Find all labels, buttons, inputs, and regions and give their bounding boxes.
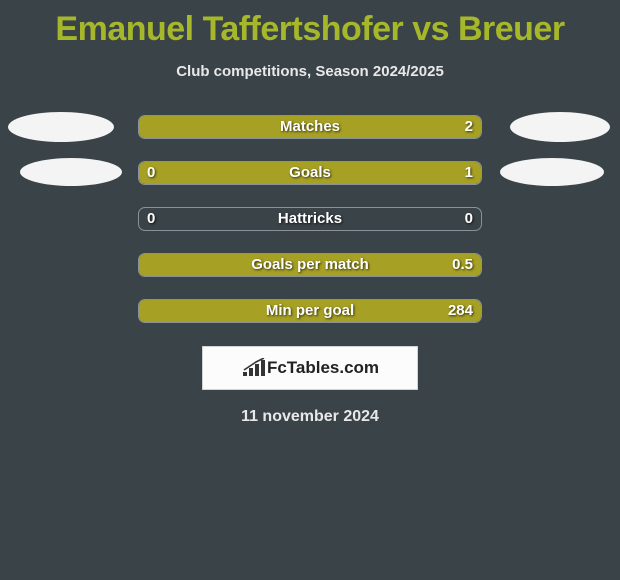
stat-row: Hattricks0 0	[0, 196, 620, 242]
stat-label: Matches	[139, 118, 481, 135]
stat-label: Goals per match	[139, 256, 481, 273]
stat-row: Min per goal284	[0, 288, 620, 334]
stat-value-left: 0	[147, 210, 155, 227]
stat-bar: Min per goal284	[138, 299, 482, 323]
page-title: Emanuel Taffertshofer vs Breuer	[0, 0, 620, 49]
comparison-chart: Matches2Goals01Hattricks00Goals per matc…	[0, 104, 620, 334]
stat-value-right: 0	[465, 210, 473, 227]
stat-label: Min per goal	[139, 302, 481, 319]
stat-bar: Matches2	[138, 115, 482, 139]
logo-icon	[241, 358, 267, 378]
logo-text: FcTables.com	[267, 358, 379, 378]
stat-label: Goals	[139, 164, 481, 181]
stat-value-left: 0	[147, 164, 155, 181]
stat-value-right: 1	[465, 164, 473, 181]
stat-rows: Matches2Goals01Hattricks00Goals per matc…	[0, 104, 620, 334]
stat-value-right: 2	[465, 118, 473, 135]
stat-label: Hattricks	[139, 210, 481, 227]
stat-row: Goals per match0.5	[0, 242, 620, 288]
page-subtitle: Club competitions, Season 2024/2025	[0, 63, 620, 80]
stat-value-right: 284	[448, 302, 473, 319]
stat-row: Goals0 1	[0, 150, 620, 196]
stat-bar: Goals0 1	[138, 161, 482, 185]
stat-row: Matches2	[0, 104, 620, 150]
stat-bar: Hattricks0 0	[138, 207, 482, 231]
stat-bar: Goals per match0.5	[138, 253, 482, 277]
date-line: 11 november 2024	[0, 408, 620, 426]
stat-value-right: 0.5	[452, 256, 473, 273]
logo-box: FcTables.com	[202, 346, 418, 390]
